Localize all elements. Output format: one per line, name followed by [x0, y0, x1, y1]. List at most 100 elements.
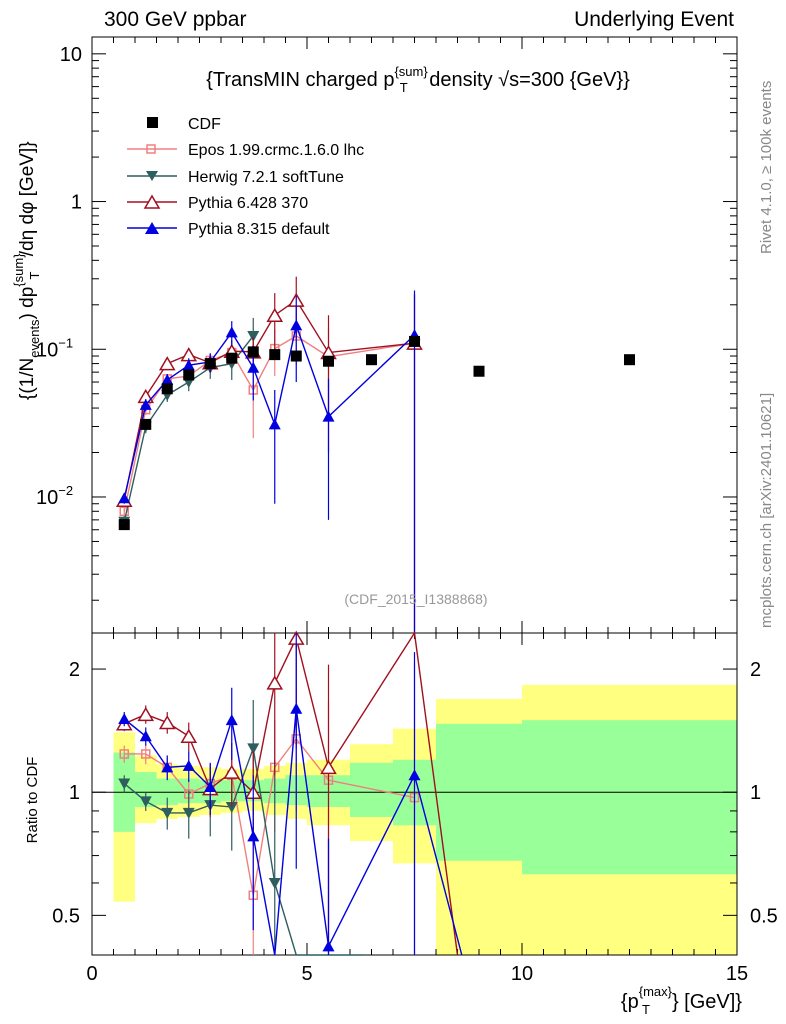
ratio-point-herwig [161, 807, 174, 819]
legend-marker-epos [146, 144, 156, 154]
ratio-point-epos-box [119, 749, 129, 759]
point-cdf [290, 350, 302, 362]
ratio-point-py6 [137, 706, 155, 722]
ratio-point-py8 [247, 830, 260, 842]
point-py8 [322, 410, 335, 422]
point-py6 [266, 307, 284, 322]
ratio-point-epos-box [141, 749, 151, 759]
point-cdf [473, 365, 485, 377]
point-herwig [247, 330, 260, 342]
point-cdf [247, 346, 259, 358]
legend-marker-herwig [146, 171, 158, 181]
point-epos [119, 506, 129, 517]
band-inner-1 [135, 772, 157, 808]
point-cdf [624, 354, 635, 366]
point-py6 [158, 356, 176, 371]
legend-entry-epos: Epos 1.99.crmc.1.6.0 lhc [127, 142, 364, 159]
point-cdf [409, 335, 420, 347]
axes-layer: 0 5 10 15 10 1 10−1 10−2 2 2 1 1 0.5 0.5 [36, 36, 778, 985]
legend-label-cdf: CDF [188, 116, 221, 133]
legend-entry-py8: Pythia 8.315 default [127, 221, 330, 238]
ratio-point-py6 [266, 675, 284, 690]
legend-entry-cdf: CDF [147, 116, 221, 133]
main-y-tick-label: 10 [60, 44, 82, 66]
x-tick-label: 0 [86, 963, 97, 985]
ratio-series-py8 [118, 633, 463, 956]
legend-label-py8: Pythia 8.315 default [188, 221, 330, 238]
series-epos [119, 294, 420, 633]
legend-marker-py8 [145, 222, 159, 234]
analysis-watermark: (CDF_2015_I1388868) [344, 591, 487, 607]
point-py8 [161, 373, 174, 385]
x-tick-label: 15 [726, 963, 748, 985]
ratio-point-herwig [139, 796, 152, 808]
ratio-line-py6 [123, 631, 459, 956]
main-title: {TransMIN charged p{sum} T density √s=300… [206, 64, 630, 95]
legend-label-epos: Epos 1.99.crmc.1.6.0 lhc [188, 142, 364, 159]
ratio-point-epos [141, 749, 151, 759]
point-cdf [323, 355, 334, 367]
point-epos-box [119, 506, 129, 517]
header-left-label: 300 GeV ppbar [104, 8, 247, 31]
ratio-point-py6 [223, 764, 241, 779]
ratio-point-py6 [320, 759, 337, 775]
legend: CDF Epos 1.99.crmc.1.6.0 lhc Herwig 7.2.… [127, 116, 364, 238]
ratio-y-tick-label-left: 0.5 [52, 905, 80, 927]
point-cdf [161, 383, 173, 395]
ratio-point-herwig [118, 778, 131, 790]
ratio-point-py8 [408, 769, 421, 781]
series-layer [115, 276, 635, 956]
x-tick-label: 5 [301, 963, 312, 985]
point-cdf [226, 352, 238, 364]
ratio-y-tick-label-left: 1 [69, 782, 80, 804]
legend-entry-herwig: Herwig 7.2.1 softTune [127, 169, 344, 186]
ratio-y-tick-label-right: 1 [750, 782, 761, 804]
legend-label-herwig: Herwig 7.2.1 softTune [188, 169, 344, 186]
ratio-y-tick-label-right: 2 [750, 659, 761, 681]
series-py8 [118, 290, 421, 633]
ratio-point-herwig [225, 802, 238, 814]
ratio-point-py6 [158, 715, 176, 730]
main-y-tick-label: 10−2 [36, 483, 73, 509]
main-y-tick-label: 10−1 [36, 335, 73, 361]
main-y-tick-label: 1 [71, 192, 82, 214]
band-inner-10 [350, 762, 393, 817]
ratio-point-py8 [290, 702, 303, 714]
point-py8 [290, 319, 303, 331]
legend-marker-py6 [143, 194, 161, 209]
point-py8 [225, 326, 238, 338]
point-py8 [118, 492, 131, 504]
legend-entry-py6: Pythia 6.428 370 [127, 194, 308, 212]
series-cdf [118, 335, 635, 531]
ratio-point-py8 [225, 714, 238, 726]
header-right-label: Underlying Event [574, 8, 734, 31]
series-py6 [115, 276, 423, 633]
ratio-point-py8 [161, 761, 174, 773]
ratio-point-herwig [182, 807, 195, 819]
band-inner-13 [522, 720, 737, 875]
point-cdf [183, 369, 195, 381]
point-cdf [366, 354, 377, 366]
ratio-y-tick-label-right: 0.5 [750, 905, 778, 927]
ratio-y-tick-label-left: 2 [69, 659, 80, 681]
ratio-bands [113, 684, 737, 955]
main-y-label: {(1/Nevents) dp{sum}T /dη dφ [GeV]} [11, 141, 42, 400]
ratio-point-py8 [322, 940, 335, 952]
ratio-point-py8 [139, 730, 152, 742]
point-py8 [139, 398, 152, 410]
x-tick-label: 10 [511, 963, 533, 985]
ratio-point-herwig [247, 743, 260, 755]
ratio-point-herwig [268, 877, 281, 889]
ratio-point-epos [119, 749, 129, 759]
point-cdf [118, 519, 130, 531]
point-cdf [204, 358, 216, 370]
x-axis-label: {p{max} T} [GeV]} [621, 984, 742, 1017]
point-cdf [140, 418, 152, 430]
ratio-point-py8 [204, 780, 217, 792]
ratio-point-py6 [180, 728, 198, 744]
legend-label-py6: Pythia 6.428 370 [188, 195, 308, 212]
legend-marker-cdf [147, 117, 158, 128]
ratio-y-label: Ratio to CDF [24, 757, 41, 844]
point-cdf [269, 349, 281, 361]
